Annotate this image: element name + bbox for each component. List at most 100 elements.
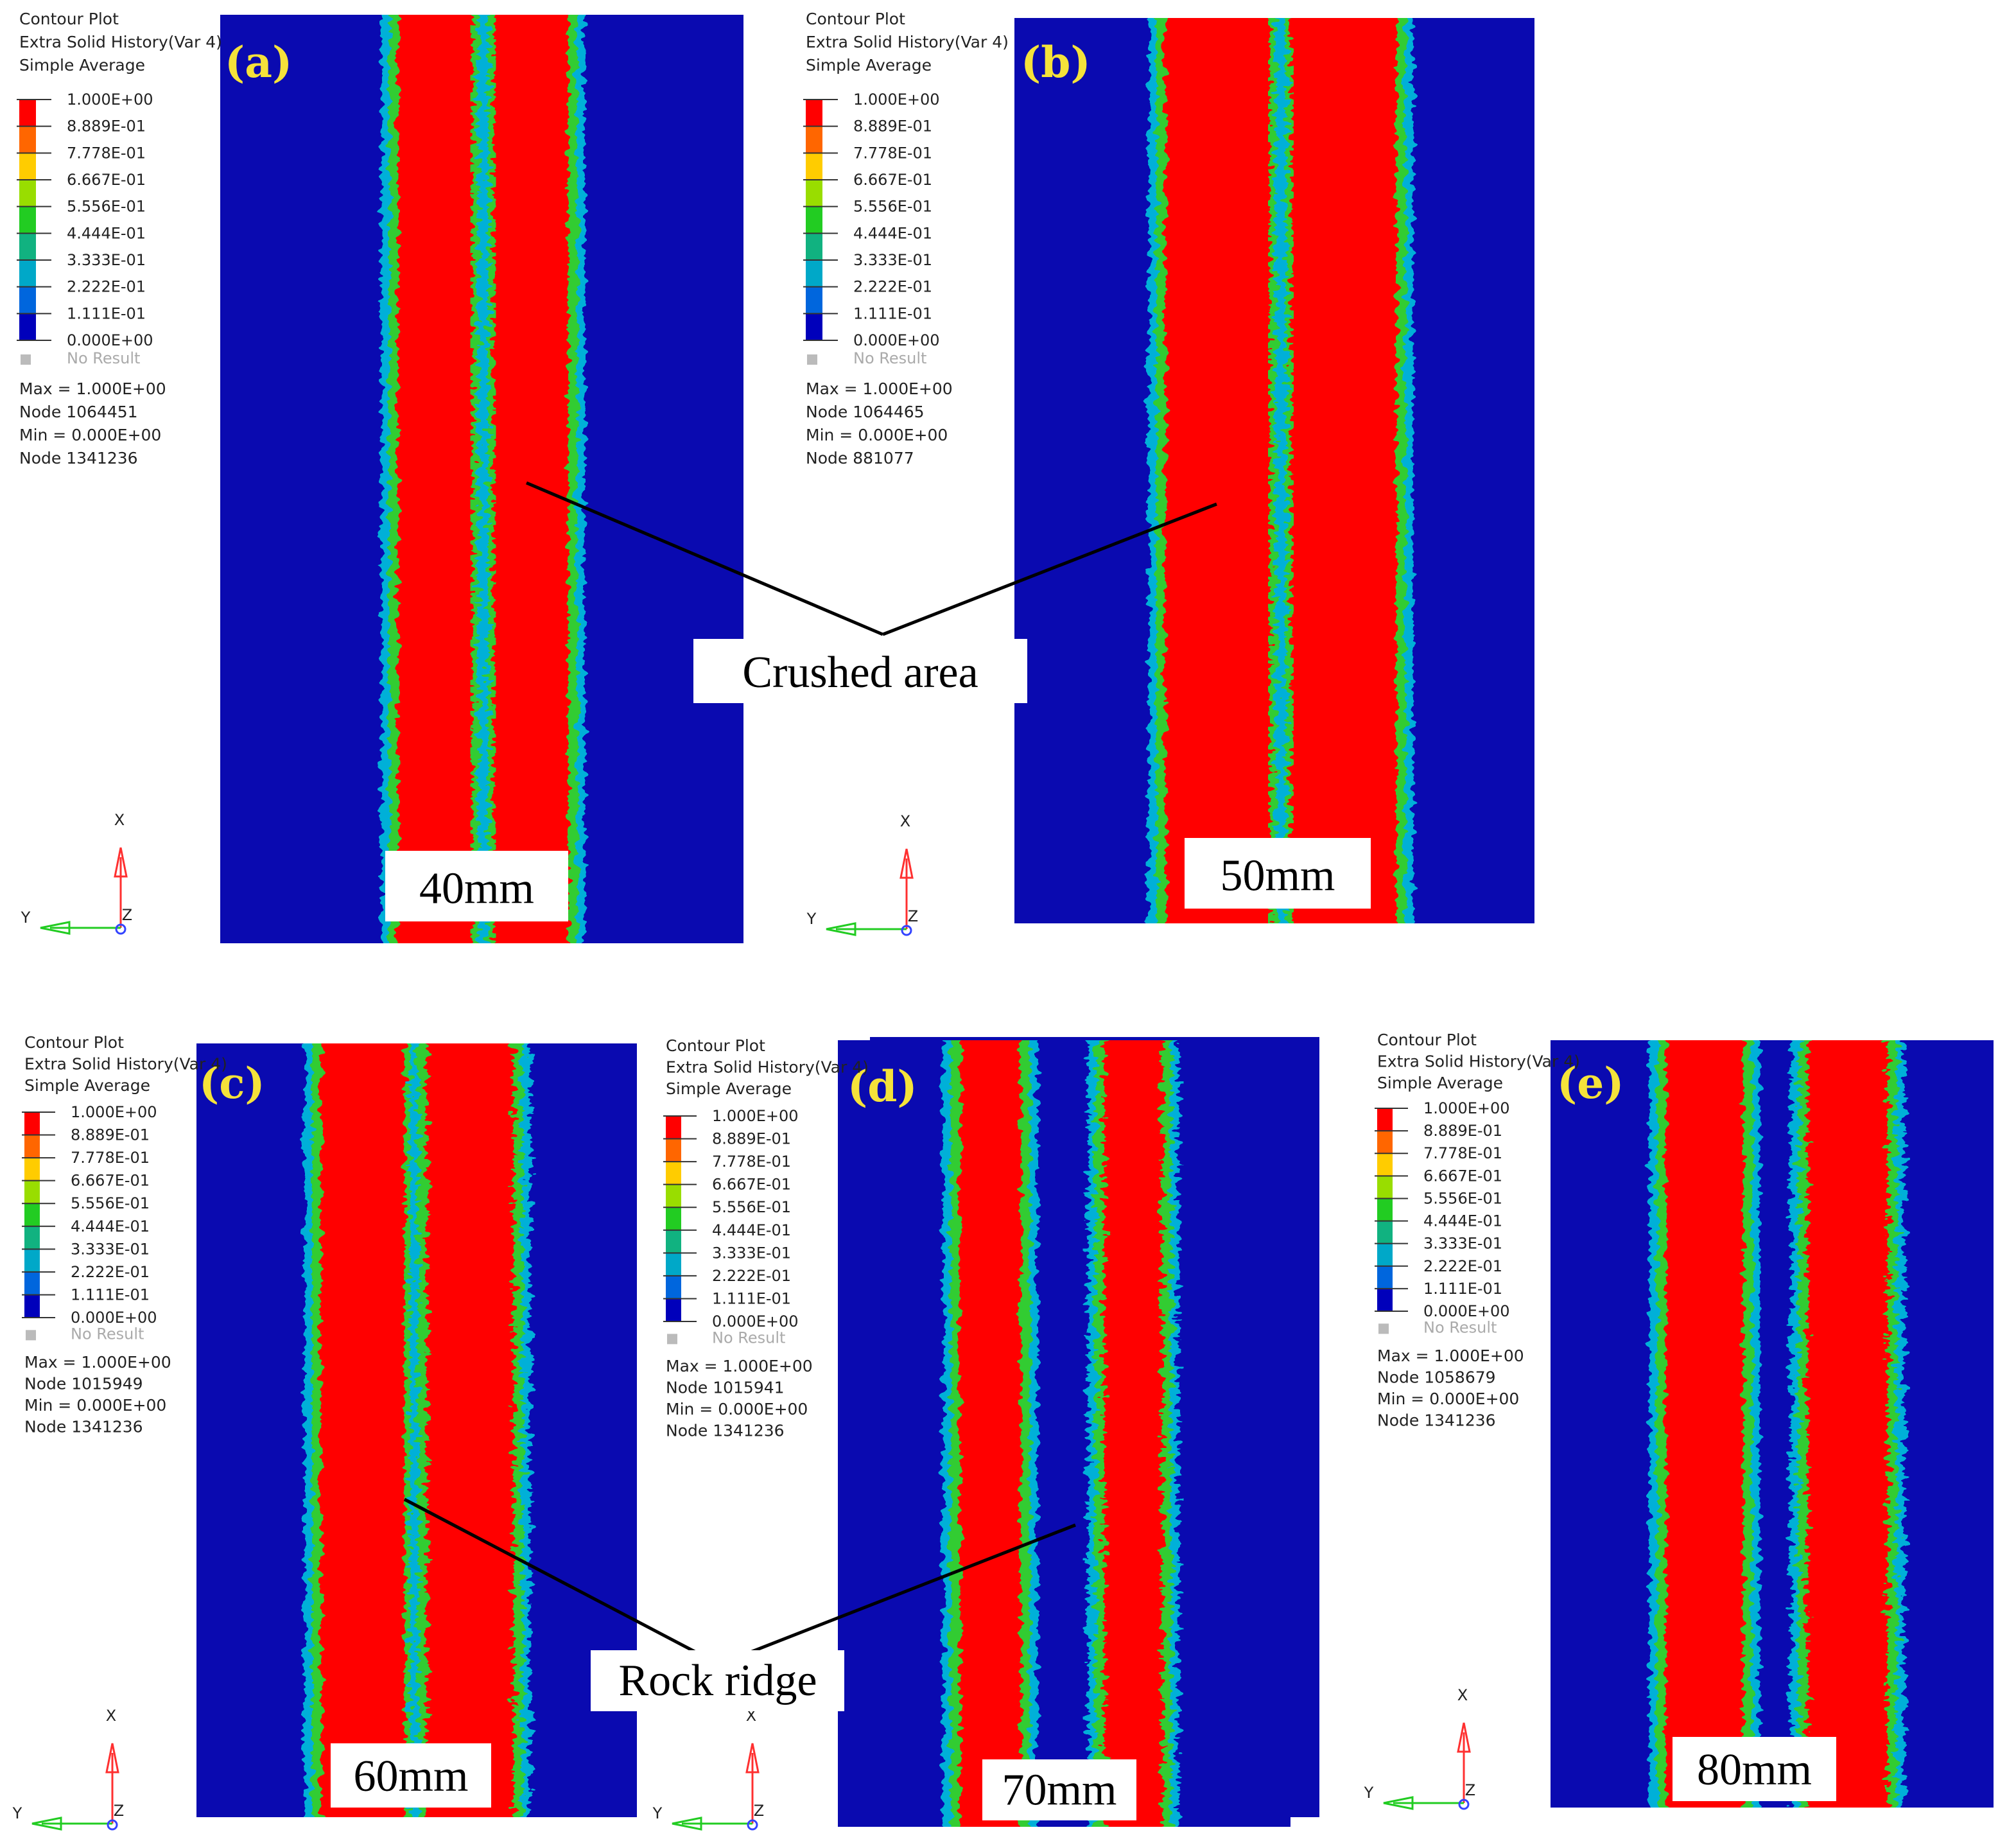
legend-swatch [806, 286, 822, 314]
legend-title-line: Extra Solid History(Var 4) [1377, 1052, 1580, 1070]
callout-box [693, 639, 1027, 703]
legend-swatch [666, 1184, 681, 1208]
crushed-band [304, 1043, 421, 1817]
legend-tick-label: 4.444E-01 [1423, 1212, 1502, 1230]
crushed-band [943, 1040, 1038, 1827]
legend-swatch [24, 1158, 40, 1181]
legend-swatch [19, 153, 36, 180]
leader-line [718, 1523, 1076, 1666]
legend-swatch [666, 1116, 681, 1139]
spacing-tag-box [1673, 1737, 1836, 1801]
z-axis-label: Z [114, 1802, 124, 1820]
min-node: Node 881077 [806, 449, 914, 467]
no-result-label: No Result [853, 349, 926, 367]
legend-swatch [666, 1298, 681, 1321]
crushed-band [1088, 1040, 1179, 1827]
leader-line [526, 481, 883, 636]
min-value: Min = 0.000E+00 [806, 426, 948, 444]
legend-swatch [806, 126, 822, 153]
legend-swatch [24, 1135, 40, 1158]
legend-tick-label: 1.000E+00 [71, 1103, 157, 1121]
legend-tick-label: 3.333E-01 [712, 1244, 791, 1262]
legend-swatch [666, 1162, 681, 1185]
legend-swatch [24, 1203, 40, 1226]
y-axis-label: Y [12, 1804, 22, 1822]
legend-tick-label: 4.444E-01 [712, 1221, 791, 1239]
rock-ridge-callout: Rock ridge [403, 1497, 1076, 1711]
axis-triad: X Y Z [21, 811, 132, 935]
legend-swatch [806, 180, 822, 207]
legend-swatch [19, 260, 36, 287]
x-arrowhead [745, 1743, 760, 1774]
x-arrowhead [1457, 1722, 1471, 1753]
spacing-label: 50mm [1221, 851, 1335, 900]
legend-tick-label: 7.778E-01 [1423, 1144, 1502, 1162]
axis-triad: X Y Z [12, 1707, 124, 1831]
rock-surface [838, 1040, 1290, 1827]
legend-tick-label: 7.778E-01 [712, 1153, 791, 1171]
min-value: Min = 0.000E+00 [19, 426, 161, 444]
legend-swatch [1377, 1221, 1393, 1244]
max-value: Max = 1.000E+00 [19, 379, 166, 398]
legend-title-line: Simple Average [1377, 1074, 1503, 1092]
x-axis-label: X [114, 811, 125, 829]
legend-tick-label: 8.889E-01 [71, 1126, 150, 1144]
legend-title-line: Extra Solid History(Var 4) [24, 1054, 227, 1073]
x-arrowhead [899, 848, 914, 879]
legend-tick-label: 2.222E-01 [853, 278, 932, 296]
legend-tick-label: 6.667E-01 [712, 1176, 791, 1194]
legend-tick-label: 1.000E+00 [1423, 1099, 1510, 1117]
legend-tick-label: 1.111E-01 [853, 304, 932, 322]
spacing-tag-box [331, 1743, 491, 1808]
legend-swatch [24, 1249, 40, 1272]
legend-swatch [1377, 1266, 1393, 1289]
legend-tick-label: 5.556E-01 [71, 1194, 150, 1212]
x-axis-label: X [106, 1707, 116, 1725]
rock-surface [1551, 1040, 1994, 1808]
z-axis-label: Z [754, 1802, 764, 1820]
legend-tick-label: 3.333E-01 [67, 251, 146, 269]
crushed-band [1649, 1040, 1760, 1808]
y-axis-label: Y [21, 909, 31, 927]
max-node: Node 1015941 [666, 1379, 785, 1397]
legend-tick-label: 6.667E-01 [71, 1172, 150, 1190]
legend-title-line: Simple Average [19, 56, 145, 74]
x-axis-label: X [900, 812, 910, 830]
legend-tick-label: 8.889E-01 [67, 118, 146, 135]
legend-tick-label: 8.889E-01 [1423, 1122, 1502, 1140]
min-node: Node 1341236 [1377, 1411, 1496, 1430]
crushed-band [410, 1043, 530, 1817]
legend-tick-label: 1.000E+00 [67, 91, 153, 109]
z-axis-dot [115, 923, 126, 935]
legend-tick-label: 7.778E-01 [67, 144, 146, 162]
no-result-label: No Result [67, 349, 140, 367]
legend-swatch [24, 1226, 40, 1250]
legend-swatch [19, 100, 36, 126]
z-axis-dot [747, 1819, 758, 1831]
min-value: Min = 0.000E+00 [24, 1396, 166, 1415]
legend-tick-label: 5.556E-01 [712, 1198, 791, 1216]
legend-swatch [1377, 1131, 1393, 1154]
z-axis-label: Z [122, 906, 132, 924]
legend-tick-label: 3.333E-01 [1423, 1235, 1502, 1253]
x-axis-label: X [1457, 1686, 1468, 1704]
z-axis-dot [1458, 1799, 1470, 1810]
legend-swatch [24, 1294, 40, 1318]
min-node: Node 1341236 [666, 1422, 785, 1440]
legend-title-line: Simple Average [24, 1076, 150, 1095]
y-arrowhead [31, 1817, 62, 1831]
legend-swatch [1377, 1198, 1393, 1221]
panel-label: (b) [1021, 37, 1091, 87]
z-axis-dot [901, 925, 912, 936]
legend-tick-label: 4.444E-01 [853, 224, 932, 242]
max-node: Node 1015949 [24, 1375, 143, 1393]
legend-tick-label: 0.000E+00 [67, 331, 153, 349]
legend-tick-label: 3.333E-01 [853, 251, 932, 269]
legend-swatch [1377, 1153, 1393, 1176]
max-node: Node 1058679 [1377, 1368, 1496, 1387]
panel-label: (d) [847, 1061, 917, 1111]
no-result-label: No Result [1423, 1318, 1497, 1336]
legend-title-line: Contour Plot [806, 10, 905, 28]
legend-title-line: Extra Solid History(Var 4) [19, 33, 222, 51]
